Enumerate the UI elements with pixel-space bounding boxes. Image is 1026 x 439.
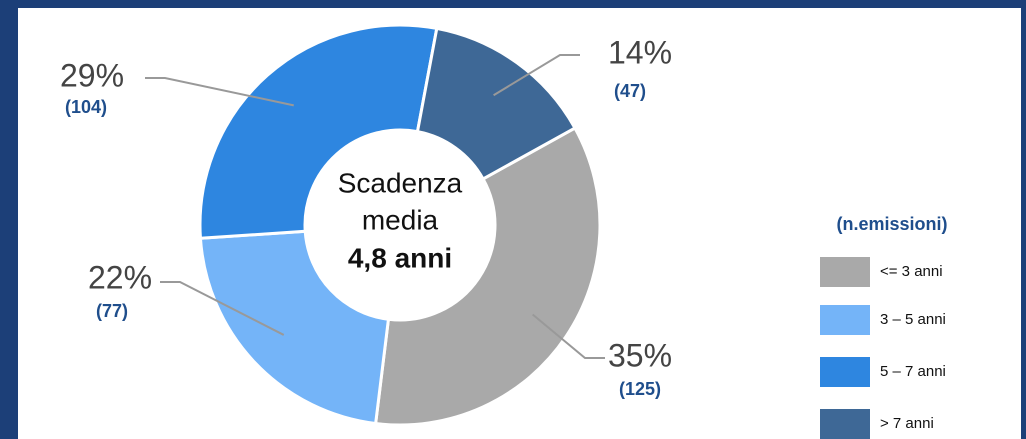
- leader-line: [160, 281, 285, 336]
- center-text: media: [362, 204, 439, 235]
- donut-slice: [415, 26, 577, 181]
- legend-swatch: [820, 409, 870, 439]
- legend-label: 5 – 7 anni: [880, 363, 946, 380]
- legend-swatch: [820, 357, 870, 387]
- legend-label: 3 – 5 anni: [880, 311, 946, 328]
- center-text: Scadenza: [338, 167, 463, 198]
- donut-slice: [198, 229, 391, 426]
- percent-label: 29%: [60, 57, 124, 93]
- legend-swatch: [820, 305, 870, 335]
- donut-slice: [198, 23, 439, 240]
- legend-label: <= 3 anni: [880, 263, 943, 280]
- percent-label: 22%: [88, 259, 152, 295]
- leader-line: [493, 54, 580, 97]
- percent-label: 14%: [608, 34, 672, 70]
- legend-label: > 7 anni: [880, 415, 934, 432]
- donut-slice: [373, 125, 602, 427]
- legend-title: (n.emissioni): [836, 214, 947, 234]
- leader-line: [145, 77, 294, 107]
- leader-line: [532, 313, 605, 359]
- count-label: (104): [65, 97, 107, 117]
- percent-label: 35%: [608, 337, 672, 373]
- legend-swatch: [820, 257, 870, 287]
- center-value: 4,8 anni: [348, 242, 452, 273]
- count-label: (125): [619, 379, 661, 399]
- count-label: (47): [614, 81, 646, 101]
- count-label: (77): [96, 301, 128, 321]
